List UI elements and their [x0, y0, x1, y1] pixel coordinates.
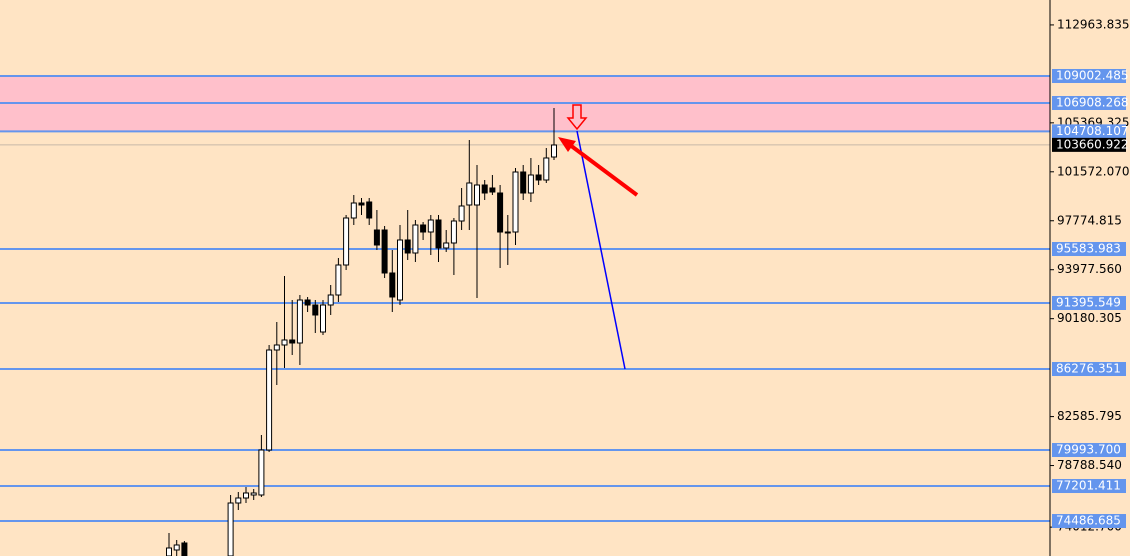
- candle-body: [443, 242, 450, 249]
- candle-body: [535, 174, 542, 181]
- candle-body: [420, 224, 427, 233]
- drawings: [558, 104, 639, 370]
- last-price-label: 103660.922: [1056, 137, 1129, 151]
- y-tick-label: 90180.305: [1057, 311, 1122, 325]
- level-label-box: [1052, 362, 1126, 377]
- candle-body: [366, 201, 373, 219]
- candle-body: [551, 144, 557, 158]
- y-tick-label: 82585.795: [1057, 409, 1122, 423]
- level-label-box: [1052, 95, 1126, 110]
- red-arrowhead: [558, 137, 576, 152]
- candle-body: [173, 544, 180, 551]
- candle-body: [404, 239, 411, 254]
- candle-body: [258, 449, 265, 496]
- candle-body: [450, 220, 457, 244]
- candle-body: [497, 192, 504, 233]
- candle-body: [235, 497, 242, 504]
- candle-body: [458, 205, 465, 222]
- candle-body: [397, 239, 403, 301]
- candle-body: [512, 171, 519, 233]
- level-label-box: [1052, 242, 1126, 257]
- candle-body: [289, 339, 296, 344]
- level-label: 86276.351: [1056, 362, 1121, 376]
- y-tick-label: 78788.540: [1057, 458, 1122, 472]
- candle-body: [427, 219, 434, 233]
- candle-body: [343, 217, 350, 266]
- level-label: 79993.700: [1056, 443, 1121, 457]
- level-label: 95583.983: [1056, 242, 1121, 256]
- projection-line: [576, 130, 626, 370]
- down-arrow: [566, 104, 588, 131]
- candle-body: [350, 202, 357, 219]
- level-label-box: [1052, 479, 1126, 494]
- level-label: 91395.549: [1056, 296, 1121, 310]
- candle-body: [166, 547, 172, 556]
- level-label: 106908.268: [1056, 95, 1129, 109]
- level-label: 109002.485: [1056, 68, 1129, 82]
- candle-body: [466, 182, 473, 206]
- candle-body: [273, 344, 280, 351]
- level-label: 74486.685: [1056, 514, 1121, 528]
- candle-body: [435, 219, 442, 249]
- candle-body: [489, 187, 496, 193]
- red-arrow: [568, 143, 639, 197]
- candle-body: [312, 304, 319, 316]
- level-label-box: [1052, 443, 1126, 458]
- candle-body: [227, 502, 234, 556]
- y-tick-label: 112963.835: [1057, 17, 1130, 31]
- candle-body: [243, 492, 249, 499]
- candle-body: [381, 229, 388, 274]
- candle-body: [304, 299, 311, 306]
- candle-body: [481, 184, 488, 194]
- y-tick-label: 101572.070: [1057, 164, 1130, 178]
- candle-body: [358, 202, 365, 206]
- level-label: 77201.411: [1056, 479, 1121, 493]
- candle-body: [296, 299, 303, 344]
- candle-body: [281, 339, 288, 346]
- candle-body: [250, 492, 257, 496]
- candle-body: [373, 229, 380, 246]
- candle-body: [527, 174, 534, 194]
- candle-body: [412, 224, 419, 254]
- candle-body: [335, 264, 342, 296]
- level-label-box: [1052, 296, 1126, 311]
- candle-body: [320, 304, 326, 333]
- candle-body: [327, 294, 334, 306]
- candle-body: [389, 272, 396, 298]
- candle-body: [474, 184, 480, 206]
- level-label: 104708.107: [1056, 124, 1129, 138]
- candle-body: [504, 231, 511, 234]
- last-price-box: [1052, 137, 1126, 152]
- y-tick-label: 93977.560: [1057, 262, 1122, 276]
- level-label-box: [1052, 124, 1126, 139]
- y-tick-label: 97774.815: [1057, 213, 1122, 227]
- candle-body: [266, 349, 273, 451]
- candles: [166, 107, 557, 556]
- level-label-box: [1052, 514, 1126, 529]
- candle-body: [181, 542, 188, 556]
- level-label-box: [1052, 68, 1126, 83]
- candle-body: [520, 171, 527, 194]
- candle-body: [543, 157, 550, 181]
